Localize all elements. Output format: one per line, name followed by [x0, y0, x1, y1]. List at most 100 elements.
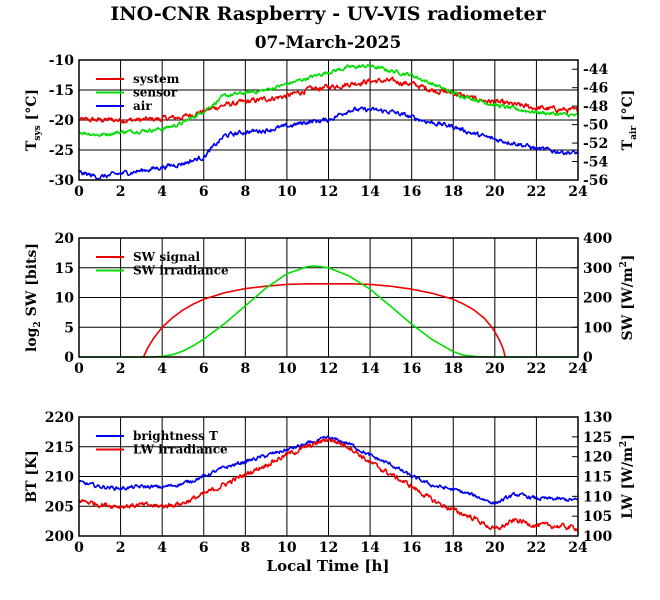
series-line-sw-signal [142, 283, 507, 358]
legend-label: LW irradiance [133, 443, 228, 457]
legend-label: system [133, 72, 180, 86]
y2-tick-label: 0 [583, 350, 593, 366]
y-axis-label: log2 SW [bits] [24, 243, 43, 352]
plot-frame [78, 237, 579, 358]
x-tick-label: 12 [319, 184, 338, 200]
plot-frame [78, 416, 579, 537]
x-tick-label: 0 [74, 540, 84, 556]
x-tick-label: 0 [74, 361, 84, 377]
x-tick-label: 12 [319, 361, 338, 377]
panel-2: 0 2 4 6 8 10 12 14 16 18 20 22 240510152001002003004… [24, 231, 636, 377]
x-tick-label: 6 [199, 361, 209, 377]
x-tick-label: 20 [485, 361, 505, 377]
y-tick-label: -10 [49, 53, 75, 69]
y2-tick-label: 105 [583, 509, 612, 525]
y2-tick-label: 130 [583, 410, 612, 426]
legend-label: air [133, 99, 152, 113]
y-tick-label: -15 [49, 83, 74, 99]
x-tick-label: 24 [568, 540, 588, 556]
x-tick-label: 2 [116, 184, 126, 200]
plot-frame [78, 59, 579, 181]
x-tick-label: 22 [527, 184, 546, 200]
legend-label: SW signal [133, 250, 201, 264]
y2-tick-label: 125 [583, 430, 612, 446]
y-tick-label: 5 [64, 320, 74, 336]
y-tick-label: 10 [55, 291, 75, 307]
y-axis-label: BT [K] [24, 450, 40, 503]
y2-tick-label: 400 [583, 231, 612, 247]
y2-tick-label: -48 [583, 99, 608, 115]
y2-tick-label: 115 [583, 470, 612, 486]
x-tick-label: 24 [568, 361, 588, 377]
x-tick-label: 2 [116, 540, 126, 556]
panel-1: 0 2 4 6 8 10 12 14 16 18 20 22 24-30-25-20-15-10-56-… [24, 53, 639, 200]
y-tick-label: 210 [45, 470, 74, 486]
y2-axis-label: Tair [°C] [620, 90, 639, 151]
x-tick-label: 22 [527, 361, 546, 377]
x-tick-label: 14 [360, 361, 380, 377]
y2-tick-label: 120 [583, 450, 612, 466]
y2-tick-label: -52 [583, 136, 608, 152]
x-tick-label: 6 [199, 184, 209, 200]
x-tick-label: 10 [277, 540, 297, 556]
legend-label: brightness T [133, 429, 218, 443]
x-tick-label: 24 [568, 184, 588, 200]
x-tick-label: 22 [527, 540, 546, 556]
y-tick-label: 205 [45, 499, 74, 515]
y2-axis-label: LW [W/m2] [619, 434, 636, 519]
y2-tick-label: -56 [583, 173, 608, 189]
y2-tick-label: 200 [583, 291, 612, 307]
y2-tick-label: -54 [583, 155, 609, 171]
legend: brightness TLW irradiance [96, 429, 228, 457]
x-tick-label: 12 [319, 540, 338, 556]
y-tick-label: 15 [55, 261, 74, 277]
series-line-air [78, 106, 579, 181]
y2-axis-label: SW [W/m2] [619, 255, 636, 341]
x-tick-label: 16 [402, 361, 421, 377]
y2-tick-label: 100 [583, 529, 612, 545]
panels: 0 2 4 6 8 10 12 14 16 18 20 22 24-30-25-20-15-10-56-… [24, 53, 639, 556]
x-tick-label: 16 [402, 540, 421, 556]
y-tick-label: -25 [49, 143, 74, 159]
y-tick-label: 20 [55, 231, 75, 247]
y-tick-label: 215 [45, 440, 74, 456]
y2-tick-label: -46 [583, 81, 608, 97]
y-tick-label: 0 [64, 350, 74, 366]
series-line-brightness-t [78, 435, 579, 505]
y2-tick-label: 300 [583, 261, 612, 277]
x-tick-label: 18 [444, 361, 463, 377]
y2-tick-label: 110 [583, 489, 612, 505]
x-tick-label: 10 [277, 361, 297, 377]
x-tick-label: 14 [360, 540, 380, 556]
series-line-sensor [78, 64, 579, 138]
y-tick-label: 220 [45, 410, 74, 426]
x-tick-label: 18 [444, 540, 463, 556]
x-tick-label: 6 [199, 540, 209, 556]
x-tick-label: 2 [116, 361, 126, 377]
legend-label: SW irradiance [133, 264, 229, 278]
x-tick-label: 10 [277, 184, 297, 200]
x-tick-label: 4 [157, 184, 167, 200]
x-tick-label: 16 [402, 184, 421, 200]
y-axis-label: Tsys [°C] [24, 89, 43, 151]
y-tick-label: 200 [45, 529, 74, 545]
chart-subtitle: 07-March-2025 [255, 33, 402, 53]
legend-label: sensor [133, 86, 178, 100]
y-tick-label: -30 [49, 173, 75, 189]
x-tick-label: 0 [74, 184, 84, 200]
series-line-lw-irradiance [78, 437, 579, 532]
y-tick-label: -20 [49, 113, 75, 129]
x-tick-label: 20 [485, 540, 505, 556]
y2-tick-label: -44 [583, 62, 609, 78]
x-tick-label: 18 [444, 184, 463, 200]
y2-tick-label: 100 [583, 320, 612, 336]
x-tick-label: 14 [360, 184, 380, 200]
x-tick-label: 8 [240, 184, 250, 200]
x-axis-label: Local Time [h] [267, 557, 390, 575]
x-tick-label: 8 [240, 361, 250, 377]
x-tick-label: 20 [485, 184, 505, 200]
